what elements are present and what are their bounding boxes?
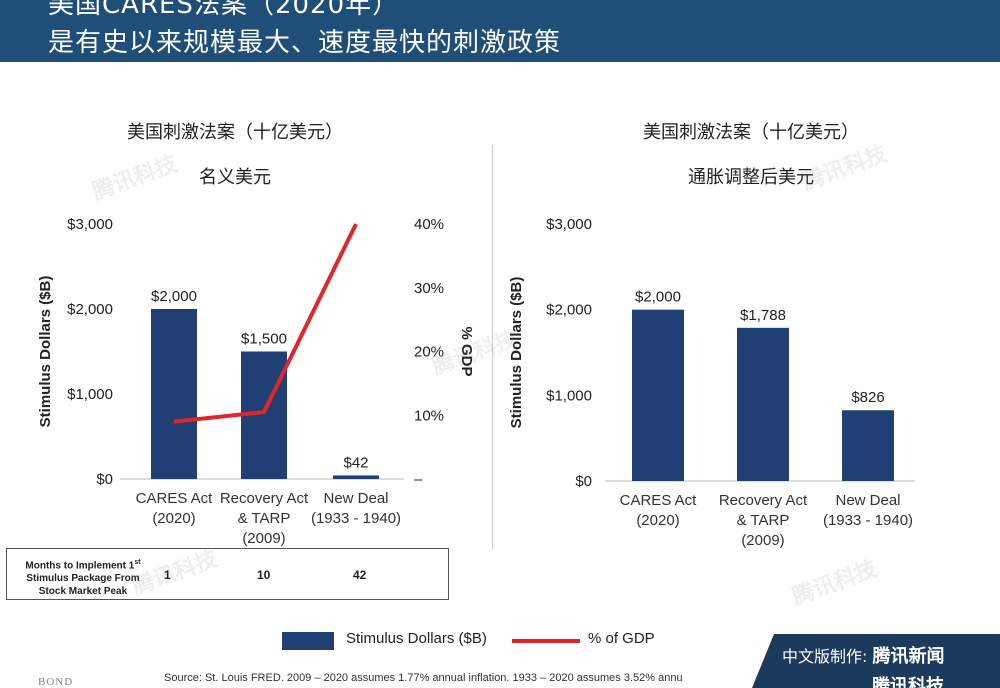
y-tick-label: $3,000 [546,216,592,233]
x-tick-label: (1933 - 1940) [823,512,913,529]
source-note: Source: St. Louis FRED. 2009 – 2020 assu… [164,672,683,684]
bar [333,475,379,479]
bar [632,309,684,481]
x-tick-label: Recovery Act [220,490,309,507]
bar [737,327,789,481]
bar [151,309,197,479]
footer-logo: BOND [38,676,74,688]
bar [842,410,894,481]
y-tick-label: $3,000 [67,216,113,233]
y2-axis-label: % GDP [458,326,475,376]
badge-line2: 腾讯科技 [872,676,944,688]
chart-divider [492,145,493,550]
months-value-cares: 1 [164,568,171,582]
watermark: 腾讯科技 [789,556,881,611]
slide-title-line2: 是有史以来规模最大、速度最快的刺激政策 [48,28,562,58]
right-chart-title: 美国刺激法案（十亿美元） [643,122,859,143]
months-table-label: Months to Implement 1st Stimulus Package… [25,559,141,598]
legend-line-swatch [512,639,580,643]
bar-data-label: $2,000 [151,288,197,305]
x-tick-label: New Deal [835,492,900,509]
x-tick-label: (2009) [741,532,784,549]
y-tick-label: $1,000 [546,387,592,404]
gdp-line [173,223,358,424]
legend-line-label: % of GDP [588,630,655,647]
x-tick-label: CARES Act [136,490,214,507]
y2-tick-label: 30% [414,280,444,297]
x-tick-label: (2009) [242,530,285,547]
x-tick-label: (2020) [636,512,679,529]
months-value-recovery: 10 [257,568,271,582]
x-tick-label: (2020) [152,510,195,527]
y-axis-label: Stimulus Dollars ($B) [37,276,54,428]
bar-data-label: $826 [851,389,884,406]
y2-tick-label: 40% [414,216,444,233]
bar-data-label: $42 [343,454,368,471]
y-tick-label: $2,000 [67,301,113,318]
legend-bar-label: Stimulus Dollars ($B) [346,630,487,647]
x-tick-label: Recovery Act [719,492,808,509]
bar-data-label: $1,500 [241,331,287,348]
x-tick-label: CARES Act [620,492,698,509]
producer-badge: 中文版制作: 腾讯新闻 腾讯科技 [752,634,1000,688]
y2-tick-label: 10% [414,407,444,424]
badge-line1: 中文版制作: 腾讯新闻 [782,646,945,667]
slide-title-line1: 美国CARES法案（2020年） [48,0,400,20]
months-value-newdeal: 42 [353,568,367,582]
left-chart-title: 美国刺激法案（十亿美元） [127,122,343,143]
x-tick-label: New Deal [323,490,388,507]
left-chart: $0 $1,000 $2,000 $3,000 Stimulus Dollars ($B… [37,216,475,547]
slide-header: 美国CARES法案（2020年） 是有史以来规模最大、速度最快的刺激政策 [0,0,1000,62]
months-table: Months to Implement 1st Stimulus Package… [6,548,449,600]
right-chart-subtitle: 通胀调整后美元 [688,167,814,188]
legend-bar-swatch [282,632,334,650]
x-tick-label: & TARP [737,512,790,529]
y-tick-label: $1,000 [67,386,113,403]
y2-tick-label: 20% [414,344,444,361]
left-chart-subtitle: 名义美元 [199,167,271,188]
x-tick-label: & TARP [238,510,291,527]
bar-data-label: $1,788 [740,307,786,324]
y-tick-label: $0 [96,471,113,488]
bar-data-label: $2,000 [635,289,681,306]
y-axis-label: Stimulus Dollars ($B) [508,277,525,429]
y-tick-label: $0 [575,473,592,490]
x-tick-label: (1933 - 1940) [311,510,401,527]
badge-brand: 腾讯新闻 [872,646,945,667]
y-tick-label: $2,000 [546,302,592,319]
y2-tick-label: – [414,471,423,488]
right-chart: $0 $1,000 $2,000 $3,000 Stimulus Dollars ($B… [508,216,915,549]
